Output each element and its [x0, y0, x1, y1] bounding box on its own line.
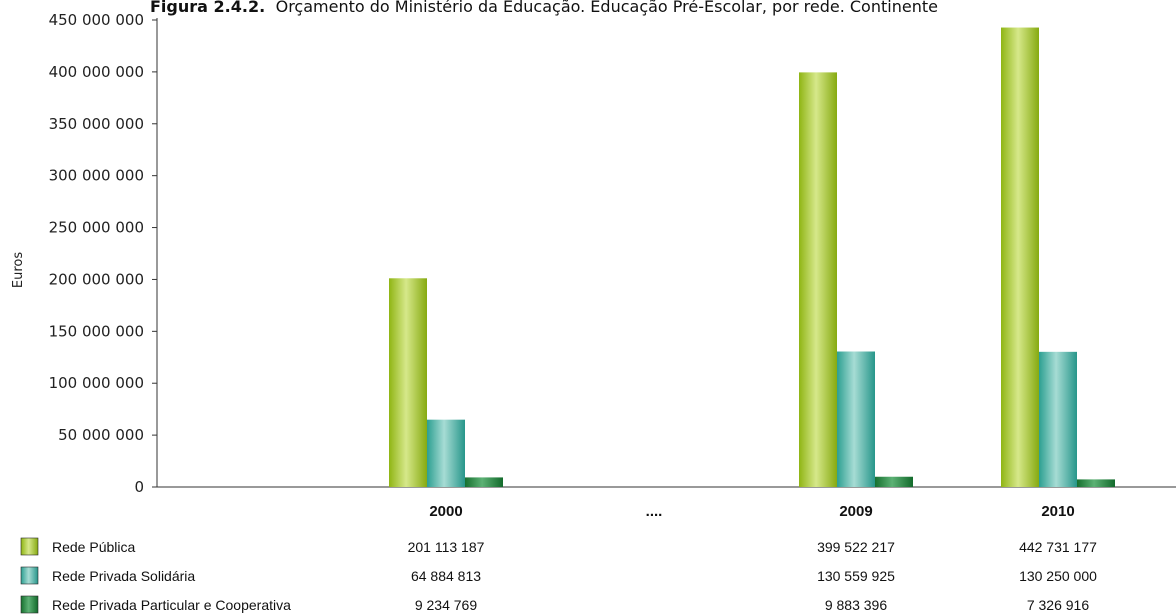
y-tick-label: 0 [134, 478, 144, 496]
y-tick-label: 300 000 000 [49, 167, 144, 185]
bar-rede-privada-solidária-2000 [427, 419, 465, 487]
data-value-label: 130 250 000 [1019, 568, 1097, 584]
legend-swatch [20, 595, 39, 614]
legend-table: Rede Pública 201 113 187 399 522 217 442 73… [20, 537, 1097, 614]
y-tick-label: 400 000 000 [49, 63, 144, 81]
bar-rede-pública-2010 [1001, 27, 1039, 487]
chart-title-text: Orçamento do Ministério da Educação. Edu… [276, 0, 938, 16]
legend-swatch [20, 537, 39, 556]
y-tick-label: 350 000 000 [49, 115, 144, 133]
y-tick-label: 150 000 000 [49, 322, 144, 340]
y-axis-ticks: 0 50 000 000 100 000 000 150 000 000 200 000… [49, 11, 157, 496]
category-labels: 2000.... 2009 2010 [429, 503, 1074, 520]
bar-rede-pública-2000 [389, 278, 427, 487]
chart-title: Figura 2.4.2. Orçamento do Ministério da… [150, 0, 938, 16]
bar-rede-privada-particular-e-cooperativa-2009 [875, 476, 913, 487]
data-value-label: 399 522 217 [817, 539, 895, 555]
data-value-label: 64 884 813 [411, 568, 481, 584]
legend-series-name: Rede Pública [52, 539, 135, 555]
legend-series-name: Rede Privada Solidária [52, 568, 195, 584]
bars-group [389, 27, 1115, 488]
data-value-label: 9 883 396 [825, 597, 887, 613]
data-value-label: 130 559 925 [817, 568, 895, 584]
y-axis-label: Euros [11, 252, 26, 288]
legend-series-name: Rede Privada Particular e Cooperativa [52, 597, 291, 613]
x-category-label: 2010 [1041, 503, 1074, 520]
x-category-label: .... [646, 503, 663, 520]
y-tick-label: 200 000 000 [49, 270, 144, 288]
x-category-label: 2000 [429, 503, 462, 520]
y-tick-label: 450 000 000 [49, 11, 144, 29]
bar-rede-privada-solidária-2009 [837, 351, 875, 487]
data-value-label: 201 113 187 [408, 539, 485, 555]
legend-swatch [20, 566, 39, 585]
data-value-label: 7 326 916 [1027, 597, 1089, 613]
data-value-label: 9 234 769 [415, 597, 477, 613]
y-tick-label: 50 000 000 [58, 426, 144, 444]
data-value-label: 442 731 177 [1019, 539, 1097, 555]
chart-title-prefix: Figura 2.4.2. [150, 0, 265, 16]
y-tick-label: 100 000 000 [49, 374, 144, 392]
bar-rede-privada-solidária-2010 [1039, 351, 1077, 487]
bar-rede-privada-particular-e-cooperativa-2000 [465, 477, 503, 487]
y-tick-label: 250 000 000 [49, 219, 144, 237]
bar-rede-privada-particular-e-cooperativa-2010 [1077, 479, 1115, 487]
x-category-label: 2009 [839, 503, 872, 520]
bar-rede-pública-2009 [799, 72, 837, 488]
